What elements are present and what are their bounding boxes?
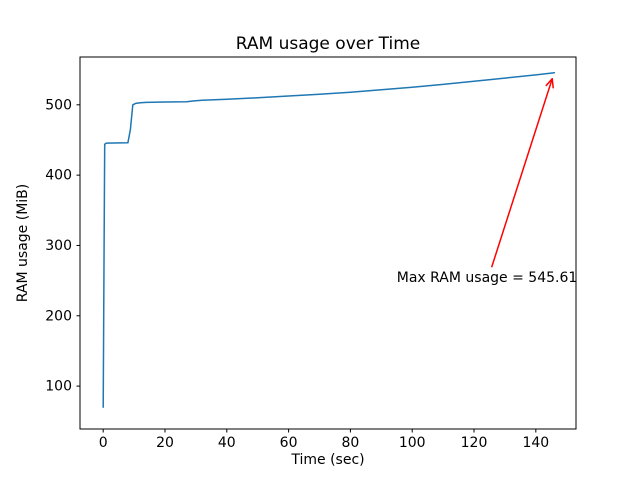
y-tick-label: 200	[45, 308, 72, 324]
annotation-arrow-head	[545, 78, 553, 87]
x-tick-label: 40	[218, 435, 236, 451]
annotation-text: Max RAM usage = 545.61	[397, 270, 578, 286]
y-tick-label: 400	[45, 168, 72, 184]
y-tick-label: 300	[45, 238, 72, 254]
annotation-arrow-head	[551, 78, 554, 89]
x-tick-label: 20	[156, 435, 174, 451]
x-tick-label: 0	[99, 435, 108, 451]
chart-plot-area: 0 20 40 60 80 100 120 140 100 200 300 400 500	[45, 56, 577, 451]
x-tick-label: 140	[522, 435, 549, 451]
x-tick-label: 120	[461, 435, 488, 451]
x-tick-label: 80	[341, 435, 359, 451]
y-tick-label: 100	[45, 379, 72, 395]
plot-border	[79, 56, 577, 430]
ram-usage-line	[102, 71, 556, 408]
x-axis-label: Time (sec)	[290, 452, 364, 468]
chart-title: RAM usage over Time	[236, 34, 420, 54]
y-tick-label: 500	[45, 97, 72, 113]
x-tick-label: 100	[399, 435, 426, 451]
annotation-arrow-shaft	[490, 78, 553, 268]
x-tick-label: 60	[280, 435, 298, 451]
y-axis-label: RAM usage (MiB)	[15, 184, 31, 302]
